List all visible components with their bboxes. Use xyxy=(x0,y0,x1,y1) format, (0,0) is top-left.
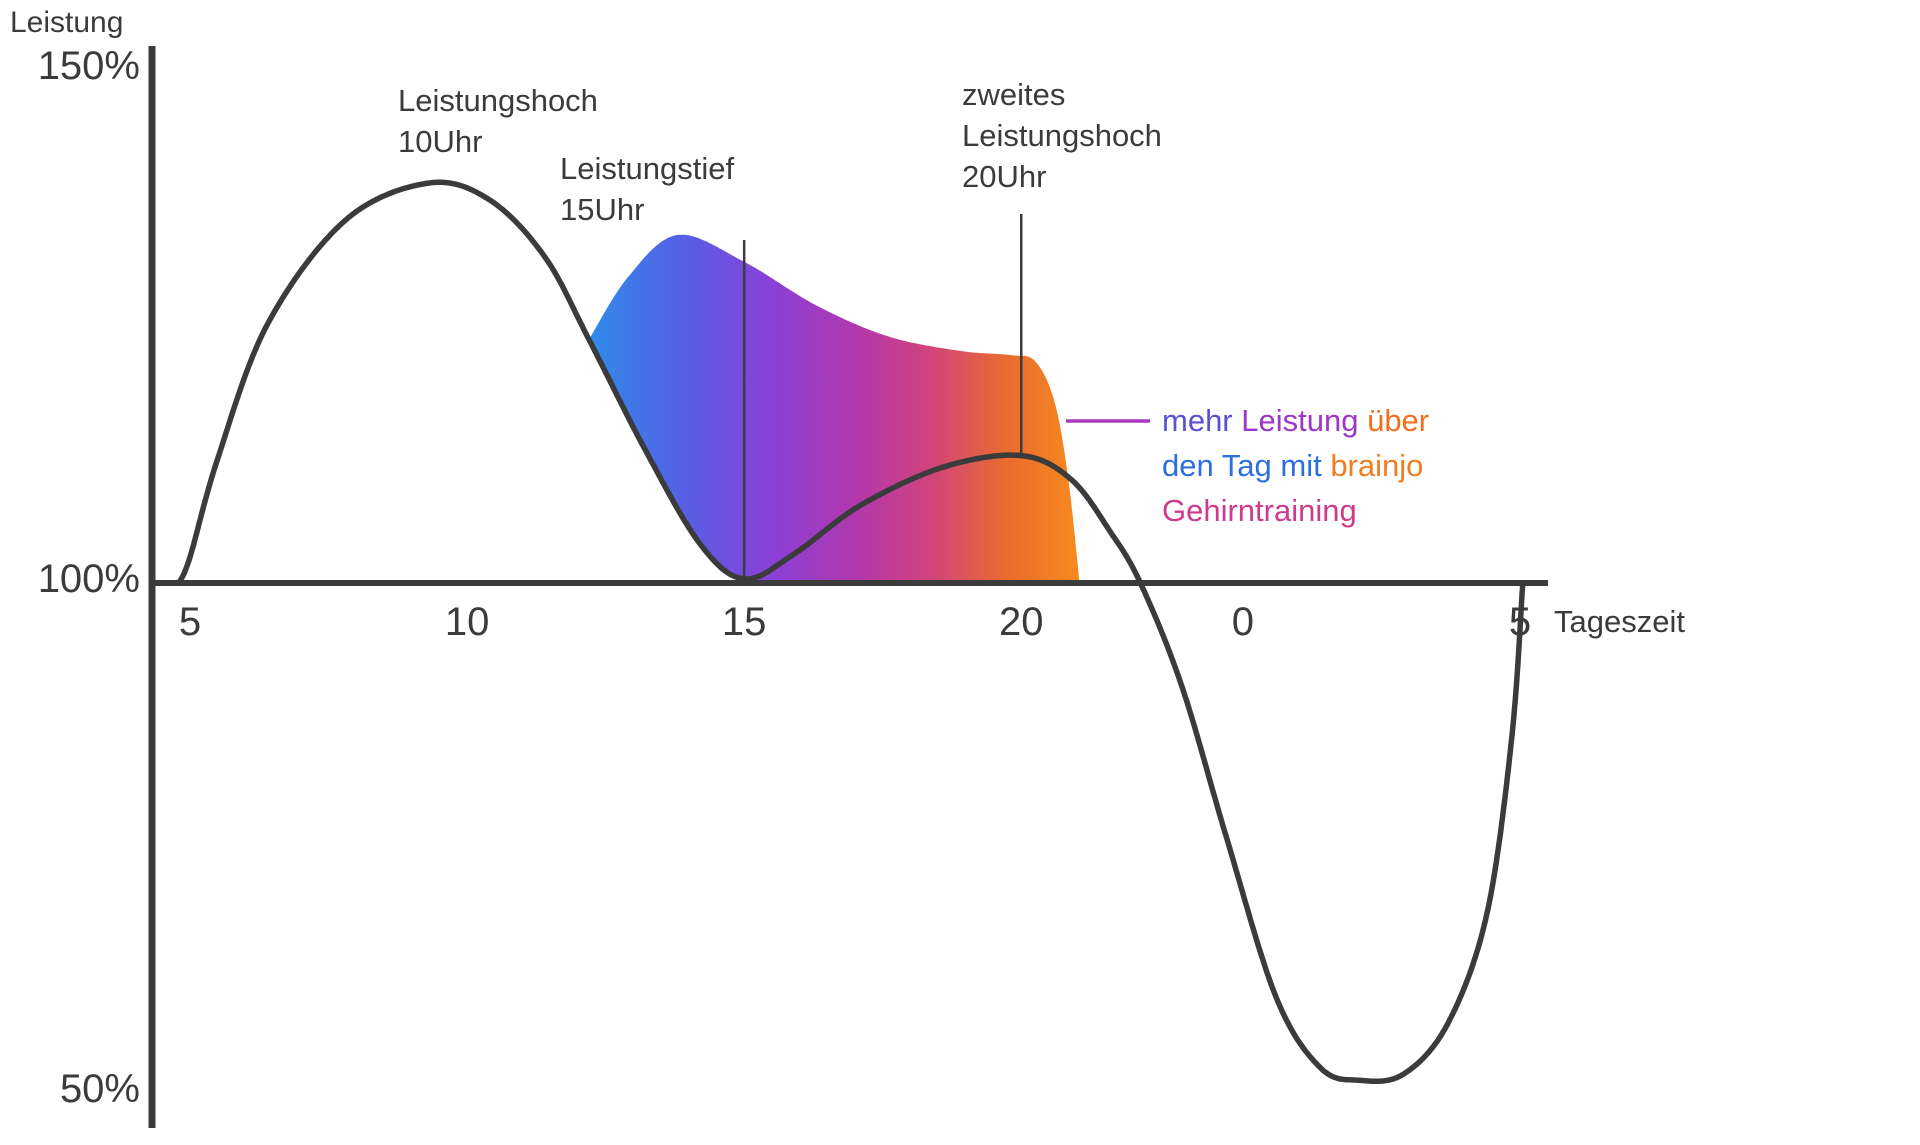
legend-word: mehr xyxy=(1162,403,1242,438)
y-axis-title: Leistung xyxy=(10,6,124,39)
legend-word: den Tag mit xyxy=(1162,448,1331,483)
annotation-line-text: 10Uhr xyxy=(398,124,483,159)
legend-word: Leistung xyxy=(1241,403,1368,438)
y-tick-150: 150% xyxy=(37,44,140,88)
legend-line: Gehirntraining xyxy=(1162,488,1429,533)
annotation-zweites-leistungshoch: zweites Leistungshoch 20Uhr xyxy=(962,74,1162,197)
legend-word: über xyxy=(1367,403,1430,438)
x-tick-5-5: 5 xyxy=(1508,600,1532,644)
annotation-line-text: Leistungstief xyxy=(560,151,735,186)
y-tick-50: 50% xyxy=(59,1067,140,1111)
brainjo-legend: mehr Leistung über den Tag mit brainjo Geh… xyxy=(1162,398,1429,533)
x-tick-5-0: 5 xyxy=(178,600,202,644)
annotation-line-text: zweites xyxy=(962,77,1066,112)
x-tick-0-4: 0 xyxy=(1231,600,1255,644)
legend-word: Gehirntraining xyxy=(1162,493,1357,528)
legend-line: mehr Leistung über xyxy=(1162,398,1429,443)
annotation-line-text: Leistungshoch xyxy=(962,118,1162,153)
x-axis-title: Tageszeit xyxy=(1554,604,1685,639)
legend-word: brainjo xyxy=(1330,448,1424,483)
x-tick-15-2: 15 xyxy=(721,600,767,644)
brainjo-area xyxy=(589,234,1080,583)
annotation-line-text: 15Uhr xyxy=(560,192,645,227)
annotation-line-text: 20Uhr xyxy=(962,159,1047,194)
performance-curve xyxy=(176,179,1526,1085)
annotation-line-text: Leistungshoch xyxy=(398,83,598,118)
annotation-leistungstief: Leistungstief 15Uhr xyxy=(560,148,734,230)
y-tick-100: 100% xyxy=(37,557,140,601)
annotation-leistungshoch: Leistungshoch 10Uhr xyxy=(398,80,598,162)
x-tick-20-3: 20 xyxy=(999,600,1044,644)
x-tick-10-1: 10 xyxy=(444,600,490,644)
legend-line: den Tag mit brainjo xyxy=(1162,443,1429,488)
